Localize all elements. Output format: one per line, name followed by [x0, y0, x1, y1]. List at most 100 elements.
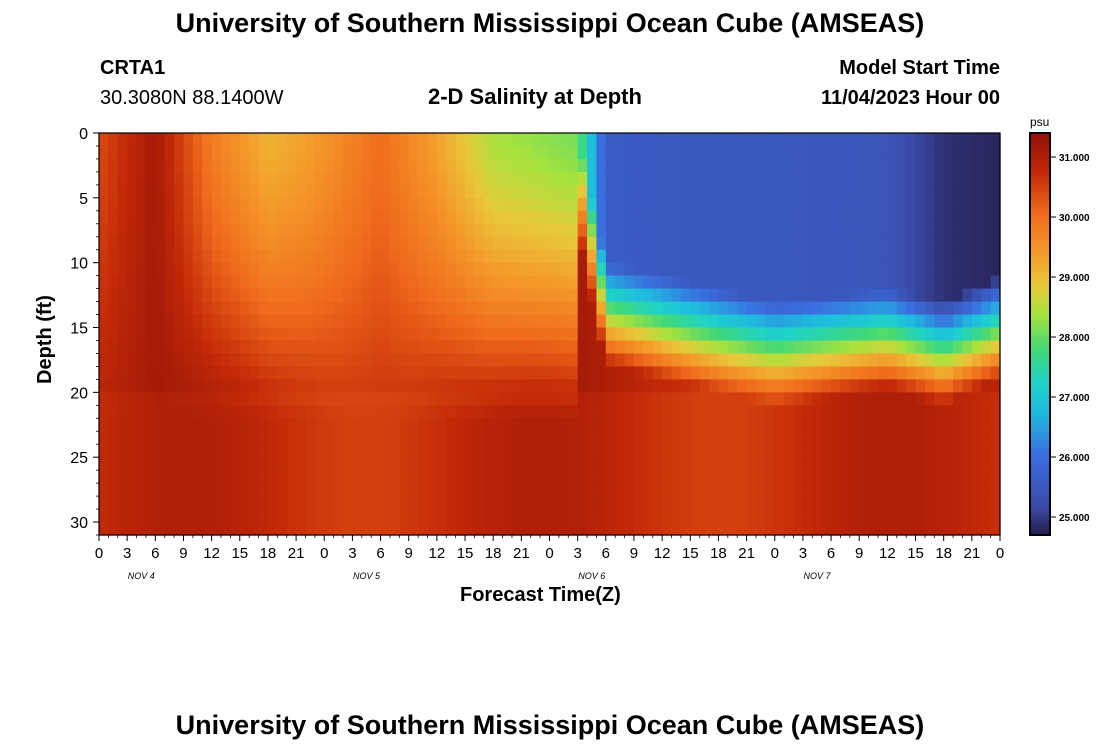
heatmap-cell — [108, 444, 119, 458]
heatmap-cell — [568, 431, 579, 445]
heatmap-cell — [296, 210, 307, 225]
heatmap-cell — [615, 366, 626, 380]
heatmap-cell — [887, 431, 898, 445]
heatmap-cell — [427, 379, 438, 393]
heatmap-cell — [990, 210, 1001, 225]
heatmap-cell — [971, 171, 982, 186]
heatmap-cell — [727, 483, 738, 497]
heatmap-cell — [671, 145, 682, 160]
heatmap-cell — [192, 509, 203, 523]
heatmap-cell — [615, 145, 626, 160]
heatmap-cell — [343, 197, 354, 212]
heatmap-cell — [521, 340, 532, 355]
heatmap-cell — [446, 133, 457, 147]
heatmap-cell — [427, 249, 438, 264]
heatmap-cell — [164, 288, 175, 303]
heatmap-cell — [221, 431, 231, 445]
heatmap-cell — [755, 210, 766, 225]
heatmap-cell — [164, 184, 175, 199]
heatmap-cell — [558, 340, 569, 355]
heatmap-cell — [896, 379, 907, 393]
heatmap-cell — [924, 133, 935, 147]
heatmap-cell — [549, 496, 560, 510]
heatmap-cell — [239, 223, 250, 238]
heatmap-cell — [990, 522, 1001, 536]
heatmap-cell — [493, 340, 504, 355]
heatmap-cell — [831, 418, 842, 432]
heatmap-cell — [343, 288, 354, 303]
heatmap-cell — [962, 379, 973, 393]
heatmap-cell — [924, 353, 935, 368]
heatmap-cell — [343, 223, 354, 238]
heatmap-cell — [305, 418, 316, 432]
heatmap-cell — [605, 223, 616, 238]
heatmap-cell — [765, 340, 776, 355]
heatmap-cell — [465, 288, 476, 303]
colorbar-tick-label: 30.000 — [1059, 213, 1090, 224]
heatmap-cell — [915, 366, 926, 380]
heatmap-cell — [286, 236, 297, 251]
heatmap-cell — [211, 366, 222, 380]
heatmap-cell — [239, 184, 250, 199]
heatmap-cell — [230, 431, 241, 445]
heatmap-cell — [286, 457, 297, 471]
heatmap-cell — [774, 366, 785, 380]
heatmap-cell — [877, 431, 888, 445]
heatmap-cell — [924, 340, 935, 355]
heatmap-cell — [577, 327, 588, 342]
heatmap-cell — [558, 301, 569, 316]
heatmap-cell — [399, 249, 410, 264]
heatmap-cell — [267, 262, 278, 277]
heatmap-cell — [530, 496, 541, 510]
heatmap-cell — [258, 133, 269, 147]
heatmap-cell — [211, 483, 222, 497]
heatmap-cell — [286, 496, 297, 510]
heatmap-cell — [183, 133, 194, 147]
heatmap-cell — [737, 171, 748, 186]
heatmap-cell — [408, 223, 419, 238]
heatmap-cell — [540, 522, 551, 536]
day-label: NOV 5 — [353, 571, 381, 581]
heatmap-cell — [981, 262, 992, 277]
heatmap-cell — [333, 171, 344, 186]
heatmap-cell — [934, 158, 945, 173]
heatmap-cell — [333, 288, 344, 303]
heatmap-cell — [361, 353, 372, 368]
heatmap-cell — [793, 405, 804, 419]
heatmap-cell — [446, 340, 457, 355]
heatmap-cell — [239, 197, 250, 212]
heatmap-cell — [324, 431, 335, 445]
heatmap-cell — [624, 288, 635, 303]
heatmap-cell — [352, 379, 363, 393]
heatmap-cell — [521, 405, 532, 419]
heatmap-cell — [174, 392, 185, 406]
heatmap-cell — [821, 379, 832, 393]
heatmap-cell — [474, 470, 485, 484]
heatmap-cell — [934, 210, 945, 225]
heatmap-cell — [145, 522, 156, 536]
heatmap-cell — [117, 366, 128, 380]
heatmap-cell — [962, 314, 973, 329]
heatmap-cell — [540, 340, 551, 355]
heatmap-cell — [408, 158, 419, 173]
heatmap-cell — [127, 210, 138, 225]
heatmap-cell — [202, 444, 213, 458]
heatmap-cell — [671, 431, 682, 445]
heatmap-cell — [633, 262, 644, 277]
heatmap-cell — [521, 184, 532, 199]
heatmap-cell — [136, 509, 147, 523]
heatmap-cell — [446, 457, 457, 471]
heatmap-cell — [831, 133, 842, 147]
heatmap-cell — [474, 158, 485, 173]
heatmap-cell — [202, 522, 213, 536]
heatmap-cell — [709, 275, 720, 290]
heatmap-cell — [690, 457, 701, 471]
heatmap-cell — [896, 133, 907, 147]
heatmap-cell — [324, 133, 335, 147]
x-tick-label: 21 — [288, 545, 305, 562]
heatmap-cell — [221, 418, 231, 432]
heatmap-cell — [474, 171, 485, 186]
heatmap-cell — [643, 301, 654, 316]
heatmap-cell — [436, 405, 447, 419]
heatmap-cell — [511, 314, 522, 329]
